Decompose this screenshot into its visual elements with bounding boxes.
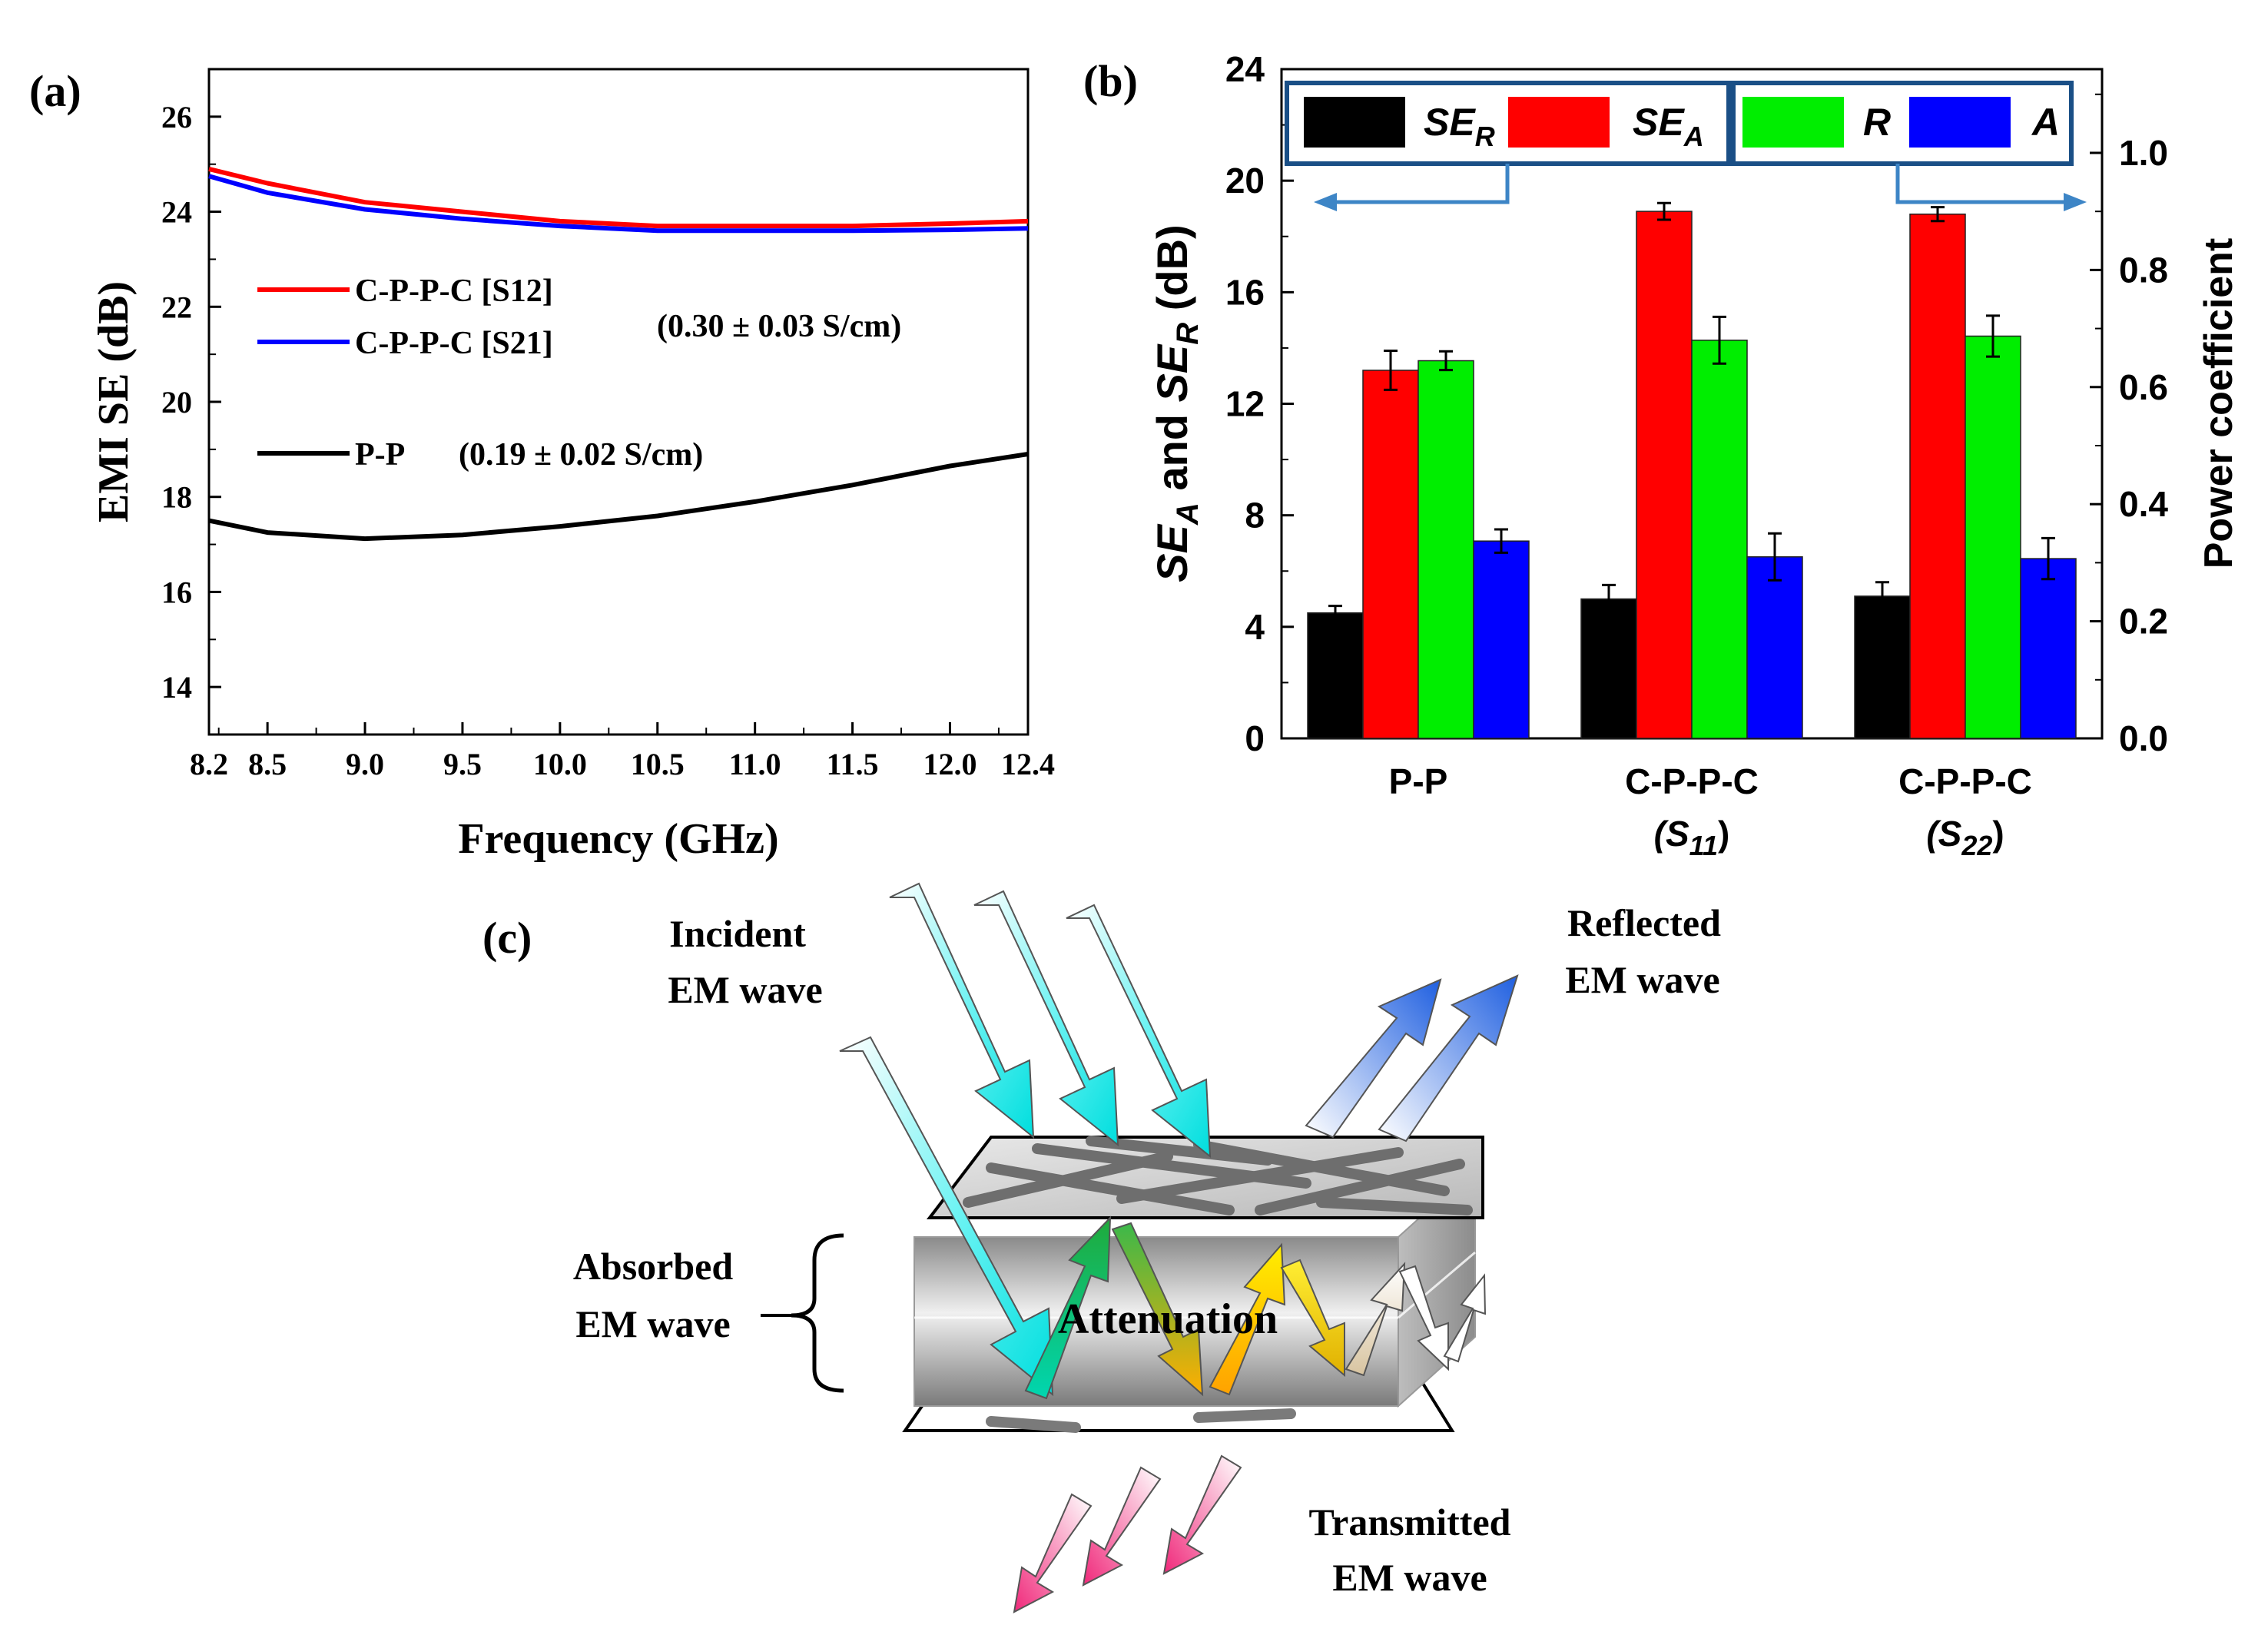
series-line [208, 452, 1029, 542]
bar-r [1691, 340, 1748, 739]
reflected-arrows [1305, 974, 1519, 1142]
incident-label-line1: Incident [669, 912, 806, 955]
absorbed-brace [791, 1233, 844, 1393]
right-y-tick-label: 0.6 [2119, 367, 2168, 407]
bar-se_a [1909, 213, 1966, 739]
left-y-tick-label: 8 [1245, 496, 1265, 536]
y-tick-label: 14 [161, 670, 192, 705]
incident-label-line2: EM wave [668, 968, 822, 1011]
legend-swatch-ser [1304, 97, 1405, 148]
panel-a-y-axis-title: EMI SE (dB) [90, 281, 138, 522]
legend-label-s21: C-P-P-C [S21] [355, 326, 553, 361]
y-tick-label: 16 [161, 575, 192, 609]
series-line [208, 166, 1029, 229]
bar-a [1473, 540, 1530, 739]
x-tick-label: 11.0 [729, 747, 781, 781]
y-tick-label: 26 [161, 100, 192, 134]
bar-se_r [1580, 598, 1637, 739]
x-tick-label: 8.5 [248, 747, 287, 781]
legend-label-sea: SEA [1633, 101, 1704, 152]
internal-reflection-arrows [1024, 1215, 1487, 1400]
reflected-label-line2: EM wave [1565, 958, 1719, 1001]
left-y-tick-label: 16 [1225, 272, 1265, 312]
reflected-label-line1: Reflected [1567, 901, 1721, 944]
annotation-cppc-conductivity: (0.30 ± 0.03 S/cm) [657, 309, 901, 344]
y-tick-label: 22 [161, 290, 192, 324]
panel-c-diagram: (c) [482, 882, 1721, 1613]
x-tick-label: 12.0 [923, 747, 976, 781]
bar-se_r [1854, 595, 1911, 739]
category-label: C-P-P-C [1625, 761, 1759, 801]
panel-b-bar-chart: (b) 0 4 8 12 16 20 24 0.0 0.2 0.4 0.6 0.8 1.0 P-P C-P-… [1083, 49, 2241, 861]
bar-a [2020, 558, 2077, 739]
left-y-tick-label: 20 [1225, 161, 1265, 201]
y-tick-label: 18 [161, 480, 192, 515]
y-tick-label: 24 [161, 195, 192, 230]
right-y-tick-label: 0.0 [2119, 718, 2168, 758]
category-sub-label: (S11) [1654, 814, 1730, 861]
bar-se_r [1307, 612, 1364, 739]
category-label: C-P-P-C [1898, 761, 2032, 801]
right-y-tick-label: 1.0 [2119, 133, 2168, 173]
bar-r [1418, 360, 1474, 739]
right-y-tick-label: 0.8 [2119, 250, 2168, 290]
bottom-fibers [986, 1408, 1296, 1433]
bar-r [1965, 335, 2021, 739]
panel-c-label: (c) [482, 913, 532, 963]
series-line [208, 174, 1029, 234]
legend-swatch-a [1909, 97, 2011, 148]
x-tick-label: 8.2 [190, 747, 228, 781]
bar-se_a [1636, 211, 1693, 739]
attenuation-label: Attenuation [1058, 1295, 1278, 1343]
annotation-pp-conductivity: (0.19 ± 0.02 S/cm) [459, 437, 703, 473]
panel-a-plot-frame [207, 68, 1030, 736]
x-tick-label: 9.5 [443, 747, 482, 781]
absorbed-label-line1: Absorbed [573, 1245, 734, 1288]
bar-a [1746, 556, 1803, 739]
panel-b-right-axis-title: Power coefficient [2197, 238, 2241, 569]
transmitted-label-line1: Transmitted [1309, 1501, 1511, 1544]
y-tick-label: 20 [161, 385, 192, 420]
pointer-line-left [1333, 164, 1510, 204]
absorbed-label-line2: EM wave [575, 1302, 730, 1345]
bar-se_a [1362, 370, 1419, 739]
panel-a-line-chart: (a) 14 16 18 20 22 24 26 8.2 8.5 9.0 9.5 10.0 10.5 11… [29, 66, 1055, 863]
left-y-tick-label: 12 [1225, 384, 1265, 424]
top-fibers [963, 1136, 1473, 1215]
pointer-line-right [1895, 164, 2065, 204]
panel-a-label: (a) [29, 66, 81, 116]
right-y-tick-label: 0.4 [2119, 484, 2168, 524]
pointer-arrowhead-right [2064, 193, 2087, 211]
x-tick-label: 10.0 [533, 747, 587, 781]
transmitted-label-line2: EM wave [1332, 1556, 1487, 1599]
legend-label-r: R [1863, 101, 1891, 144]
legend-label-s12: C-P-P-C [S12] [355, 274, 553, 309]
transmitted-arrows [1013, 1454, 1242, 1613]
left-y-tick-label: 0 [1245, 718, 1265, 758]
legend-label-ser: SER [1424, 101, 1495, 152]
legend-label-a: A [2031, 101, 2060, 144]
x-tick-label: 11.5 [827, 747, 879, 781]
category-label: P-P [1389, 761, 1448, 801]
pointer-arrowhead-left [1314, 193, 1337, 211]
x-tick-label: 12.4 [1001, 747, 1055, 781]
x-tick-label: 9.0 [346, 747, 384, 781]
panel-b-left-axis-title: SEA and SER (dB) [1148, 224, 1205, 582]
legend-swatch-r [1742, 97, 1844, 148]
right-y-tick-label: 0.2 [2119, 602, 2168, 642]
incident-arrows [839, 882, 1212, 1397]
legend-swatch-sea [1508, 97, 1610, 148]
panel-a-x-axis-title: Frequency (GHz) [458, 815, 778, 863]
left-y-tick-label: 24 [1225, 49, 1265, 89]
panel-b-label: (b) [1083, 56, 1138, 106]
x-tick-label: 10.5 [631, 747, 685, 781]
legend-label-pp: P-P [355, 437, 405, 473]
left-y-tick-label: 4 [1245, 607, 1265, 647]
category-sub-label: (S22) [1926, 814, 2004, 861]
